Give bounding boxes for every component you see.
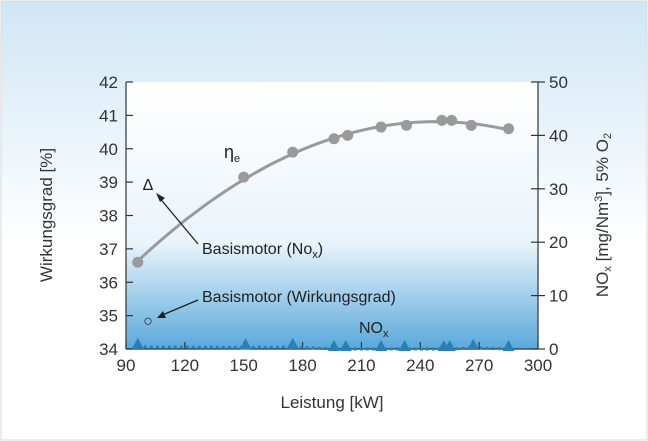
x-tick-label: 300 [524,356,552,375]
eta-data-point [132,256,144,268]
y-left-tick-label: 38 [99,207,118,226]
eta-data-point [465,119,477,131]
y-right-tick-label: 0 [549,340,558,359]
annotation-arrow-wirkungsgrad [159,299,199,317]
y-right-tick-label: 10 [549,287,568,306]
x-tick-label: 210 [347,356,375,375]
y-left-tick-label: 41 [99,106,118,125]
y-right-tick-label: 50 [549,73,568,92]
y-right-axis-title: NOx [mg/Nm3], 5% O2 [593,133,614,297]
eta-data-point [446,114,458,126]
eta-data-point [328,133,340,145]
legend-circle-symbol: ○ [143,313,153,330]
y-right-tick-label: 20 [549,233,568,252]
y-left-tick-label: 36 [99,273,118,292]
annotation-arrowhead-nox [156,193,165,202]
y-left-tick-label: 37 [99,240,118,259]
nox-data-point [286,337,299,349]
eta-series-label: ηe [224,142,240,165]
y-left-tick-label: 35 [99,307,118,326]
annotation-basismotor-wirkungsgrad: Basismotor (Wirkungsgrad) [202,289,396,306]
eta-data-point [436,114,448,126]
nox-data-point [502,340,515,351]
y-left-tick-label: 40 [99,140,118,159]
nox-data-point [327,340,340,351]
y-left-tick-label: 39 [99,173,118,192]
eta-data-point [238,171,250,183]
x-tick-label: 180 [288,356,316,375]
nox-data-point [443,340,456,351]
nox-data-point [239,338,252,350]
x-tick-label: 120 [171,356,199,375]
legend-triangle-symbol: Δ [143,177,154,194]
eta-data-point [287,146,299,158]
nox-data-point [375,340,388,351]
nox-data-point [339,340,352,351]
x-tick-label: 90 [117,356,136,375]
annotation-arrow-nox [157,195,199,245]
x-tick-label: 240 [406,356,434,375]
annotation-arrowhead-wirkungsgrad [157,311,166,318]
y-right-tick-label: 40 [549,126,568,145]
x-tick-label: 150 [230,356,258,375]
eta-data-point [401,119,413,131]
eta-data-point [503,123,515,135]
y-right-tick-label: 30 [549,180,568,199]
nox-series-line [137,345,509,351]
plot-area [126,82,538,349]
nox-data-point [398,340,411,351]
nox-series-label: NOx [359,320,389,340]
x-tick-label: 270 [465,356,493,375]
eta-data-point [375,121,387,133]
series-layer [131,114,515,351]
nox-data-point [131,337,144,349]
annotation-basismotor-nox: Basismotor (Nox) [202,241,323,261]
y-left-tick-label: 34 [99,340,118,359]
y-left-tick-label: 42 [99,73,118,92]
nox-data-point [467,338,480,350]
y-left-axis-title: Wirkungsgrad [%] [37,148,56,282]
eta-data-point [342,129,354,141]
x-axis-title: Leistung [kW] [281,393,384,412]
ticks: 90 120 150 180 210 240 270 30034353637383940414… [99,73,568,375]
